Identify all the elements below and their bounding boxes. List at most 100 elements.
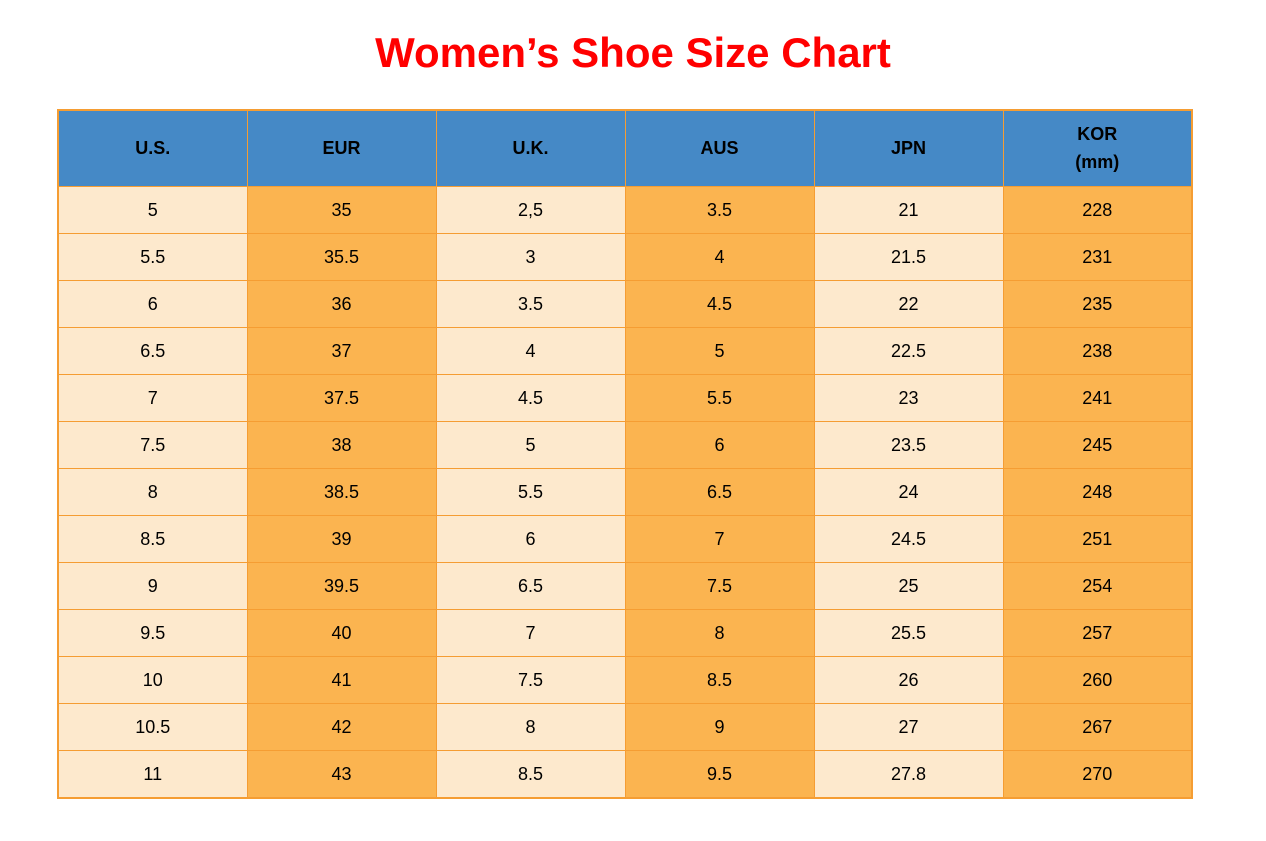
table-cell: 8.5 [624, 656, 815, 704]
table-cell: 43 [246, 750, 437, 799]
table-cell: 38.5 [246, 468, 437, 516]
table-cell: 40 [246, 609, 437, 657]
table-cell: 4 [624, 233, 815, 281]
table-cell: 238 [1002, 327, 1193, 375]
table-cell: 22 [813, 280, 1004, 328]
table-cell: 4.5 [435, 374, 626, 422]
table-cell: 3.5 [624, 186, 815, 234]
table-row: 10.5 42 8 9 27 267 [57, 703, 1193, 751]
table-cell: 6 [624, 421, 815, 469]
table-header: U.S. EUR U.K. AUS JPN KOR (mm) [57, 109, 1193, 187]
table-cell: 8 [57, 468, 248, 516]
table-cell: 23 [813, 374, 1004, 422]
table-cell: 10 [57, 656, 248, 704]
table-cell: 10.5 [57, 703, 248, 751]
table-row: 8 38.5 5.5 6.5 24 248 [57, 468, 1193, 516]
table-row: 7 37.5 4.5 5.5 23 241 [57, 374, 1193, 422]
table-cell: 6.5 [435, 562, 626, 610]
table-cell: 8.5 [57, 515, 248, 563]
column-header-0: U.S. [57, 109, 248, 187]
table-row: 9 39.5 6.5 7.5 25 254 [57, 562, 1193, 610]
table-cell: 5.5 [624, 374, 815, 422]
table-row: 7.5 38 5 6 23.5 245 [57, 421, 1193, 469]
table-cell: 38 [246, 421, 437, 469]
table-cell: 5.5 [435, 468, 626, 516]
shoe-size-table: U.S. EUR U.K. AUS JPN KOR (mm) 5 35 2,5 3.5 21 228… [57, 109, 1193, 799]
table-cell: 8 [435, 703, 626, 751]
header-row: U.S. EUR U.K. AUS JPN KOR (mm) [57, 109, 1193, 187]
table-row: 8.5 39 6 7 24.5 251 [57, 515, 1193, 563]
table-cell: 270 [1002, 750, 1193, 799]
table-cell: 6 [435, 515, 626, 563]
table-cell: 21 [813, 186, 1004, 234]
table-cell: 260 [1002, 656, 1193, 704]
table-cell: 2,5 [435, 186, 626, 234]
table-cell: 3.5 [435, 280, 626, 328]
table-cell: 9.5 [57, 609, 248, 657]
table-row: 10 41 7.5 8.5 26 260 [57, 656, 1193, 704]
table-cell: 7 [435, 609, 626, 657]
table-cell: 8.5 [435, 750, 626, 799]
table-cell: 24.5 [813, 515, 1004, 563]
table-cell: 42 [246, 703, 437, 751]
table-cell: 6 [57, 280, 248, 328]
table-row: 5.5 35.5 3 4 21.5 231 [57, 233, 1193, 281]
table-cell: 267 [1002, 703, 1193, 751]
column-header-1: EUR [246, 109, 437, 187]
table-cell: 228 [1002, 186, 1193, 234]
table-cell: 25 [813, 562, 1004, 610]
table-cell: 7 [57, 374, 248, 422]
table-cell: 26 [813, 656, 1004, 704]
column-header-4: JPN [813, 109, 1004, 187]
table-cell: 5 [57, 186, 248, 234]
column-header-3: AUS [624, 109, 815, 187]
table-cell: 25.5 [813, 609, 1004, 657]
table-cell: 9.5 [624, 750, 815, 799]
table-cell: 27 [813, 703, 1004, 751]
table-cell: 4.5 [624, 280, 815, 328]
table-cell: 35.5 [246, 233, 437, 281]
table-row: 6.5 37 4 5 22.5 238 [57, 327, 1193, 375]
table-cell: 248 [1002, 468, 1193, 516]
table-cell: 37 [246, 327, 437, 375]
table-cell: 251 [1002, 515, 1193, 563]
table-cell: 254 [1002, 562, 1193, 610]
table-cell: 245 [1002, 421, 1193, 469]
table-cell: 36 [246, 280, 437, 328]
table-cell: 3 [435, 233, 626, 281]
table-cell: 35 [246, 186, 437, 234]
table-cell: 9 [624, 703, 815, 751]
table-cell: 6.5 [624, 468, 815, 516]
table-cell: 9 [57, 562, 248, 610]
table-body: 5 35 2,5 3.5 21 228 5.5 35.5 3 4 21.5 231 6 36 3.5 4.5 2… [57, 186, 1193, 799]
table-cell: 6.5 [57, 327, 248, 375]
table-cell: 7 [624, 515, 815, 563]
table-cell: 41 [246, 656, 437, 704]
table-cell: 231 [1002, 233, 1193, 281]
table-cell: 7.5 [624, 562, 815, 610]
table-row: 6 36 3.5 4.5 22 235 [57, 280, 1193, 328]
table-cell: 5.5 [57, 233, 248, 281]
table-cell: 257 [1002, 609, 1193, 657]
table-cell: 4 [435, 327, 626, 375]
table-cell: 7.5 [57, 421, 248, 469]
table-cell: 5 [435, 421, 626, 469]
column-header-2: U.K. [435, 109, 626, 187]
page-title: Women’s Shoe Size Chart [375, 29, 891, 76]
table-row: 11 43 8.5 9.5 27.8 270 [57, 750, 1193, 799]
column-header-5: KOR (mm) [1002, 109, 1193, 187]
table-cell: 23.5 [813, 421, 1004, 469]
table-row: 5 35 2,5 3.5 21 228 [57, 186, 1193, 234]
table-cell: 7.5 [435, 656, 626, 704]
table-cell: 24 [813, 468, 1004, 516]
table-cell: 27.8 [813, 750, 1004, 799]
table-cell: 21.5 [813, 233, 1004, 281]
table-cell: 8 [624, 609, 815, 657]
table-cell: 241 [1002, 374, 1193, 422]
table-row: 9.5 40 7 8 25.5 257 [57, 609, 1193, 657]
table-cell: 11 [57, 750, 248, 799]
table-cell: 39.5 [246, 562, 437, 610]
table-cell: 37.5 [246, 374, 437, 422]
table-cell: 5 [624, 327, 815, 375]
table-cell: 22.5 [813, 327, 1004, 375]
